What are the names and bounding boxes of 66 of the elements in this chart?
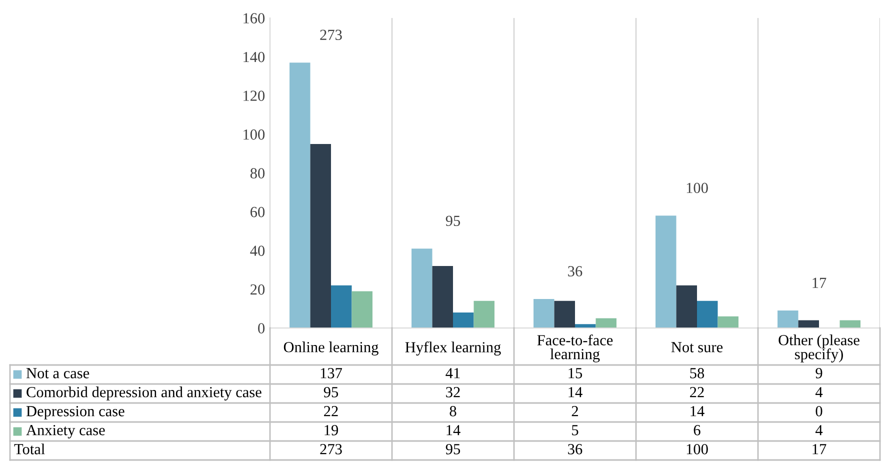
bar <box>412 248 432 328</box>
bar <box>310 144 331 328</box>
bar <box>432 266 453 328</box>
data-label: 15 <box>568 368 582 378</box>
data-label: 14 <box>568 387 582 398</box>
x-tick-label: Other (please specify) <box>778 334 860 362</box>
bar <box>697 300 718 328</box>
total-label: 100 <box>686 182 708 194</box>
data-label: 4 <box>815 387 823 398</box>
y-tick-label: 120 <box>244 90 265 101</box>
bar <box>554 300 575 328</box>
y-tick-label: 160 <box>244 13 265 24</box>
bar <box>840 320 860 328</box>
bar <box>596 318 616 328</box>
data-label: 4 <box>815 425 823 436</box>
x-tick-label: Not sure <box>671 342 723 352</box>
text: 95 <box>446 444 460 454</box>
data-label: 2 <box>572 406 578 416</box>
x-tick-label: Face-to-face learning <box>537 334 613 362</box>
data-label: 22 <box>324 406 338 416</box>
data-label: 58 <box>690 368 704 378</box>
y-tick-label: 0 <box>258 323 265 334</box>
y-tick-label: 60 <box>250 206 265 218</box>
data-label: 41 <box>446 368 460 378</box>
bar <box>656 216 676 328</box>
total-label: 36 <box>568 266 582 276</box>
data-label: 22 <box>690 387 704 398</box>
y-tick-label: 80 <box>250 168 265 178</box>
data-label: 8 <box>450 406 456 416</box>
data-label: 19 <box>324 425 338 436</box>
text: 17 <box>812 444 826 454</box>
x-tick-label: Hyflex learning <box>405 341 501 356</box>
y-tick-label: 20 <box>250 284 265 295</box>
bar <box>676 285 697 328</box>
data-label: 6 <box>694 425 700 436</box>
legend-label: Anxiety case <box>26 425 105 438</box>
data-label: 137 <box>320 368 342 378</box>
text: 273 <box>320 444 342 454</box>
y-tick-label: 140 <box>244 52 265 62</box>
bar <box>352 291 372 328</box>
text: 100 <box>686 444 708 454</box>
legend-label: Not a case <box>26 368 90 378</box>
bar <box>534 298 554 328</box>
text: Total <box>14 444 45 454</box>
bar <box>778 310 798 328</box>
data-label: 32 <box>446 387 460 398</box>
data-label: 14 <box>690 406 704 416</box>
total-label: 95 <box>446 216 460 226</box>
legend-label: Comorbid depression and anxiety case <box>26 386 262 400</box>
x-tick-label: Online learning <box>284 342 378 356</box>
data-label: 14 <box>446 425 460 436</box>
y-tick-label: 100 <box>244 129 265 140</box>
legend-label: Depression case <box>26 406 124 420</box>
bar <box>718 316 738 328</box>
bar <box>290 62 310 328</box>
data-label: 9 <box>816 368 822 378</box>
bar <box>331 285 352 328</box>
bar <box>474 300 494 328</box>
y-tick-label: 40 <box>250 246 265 256</box>
bar <box>453 312 474 328</box>
data-label: 0 <box>816 406 822 416</box>
total-label: 273 <box>320 30 342 40</box>
data-label: 5 <box>572 425 578 436</box>
total-label: 17 <box>812 278 826 288</box>
text: 36 <box>568 444 582 454</box>
data-label: 95 <box>324 387 338 398</box>
